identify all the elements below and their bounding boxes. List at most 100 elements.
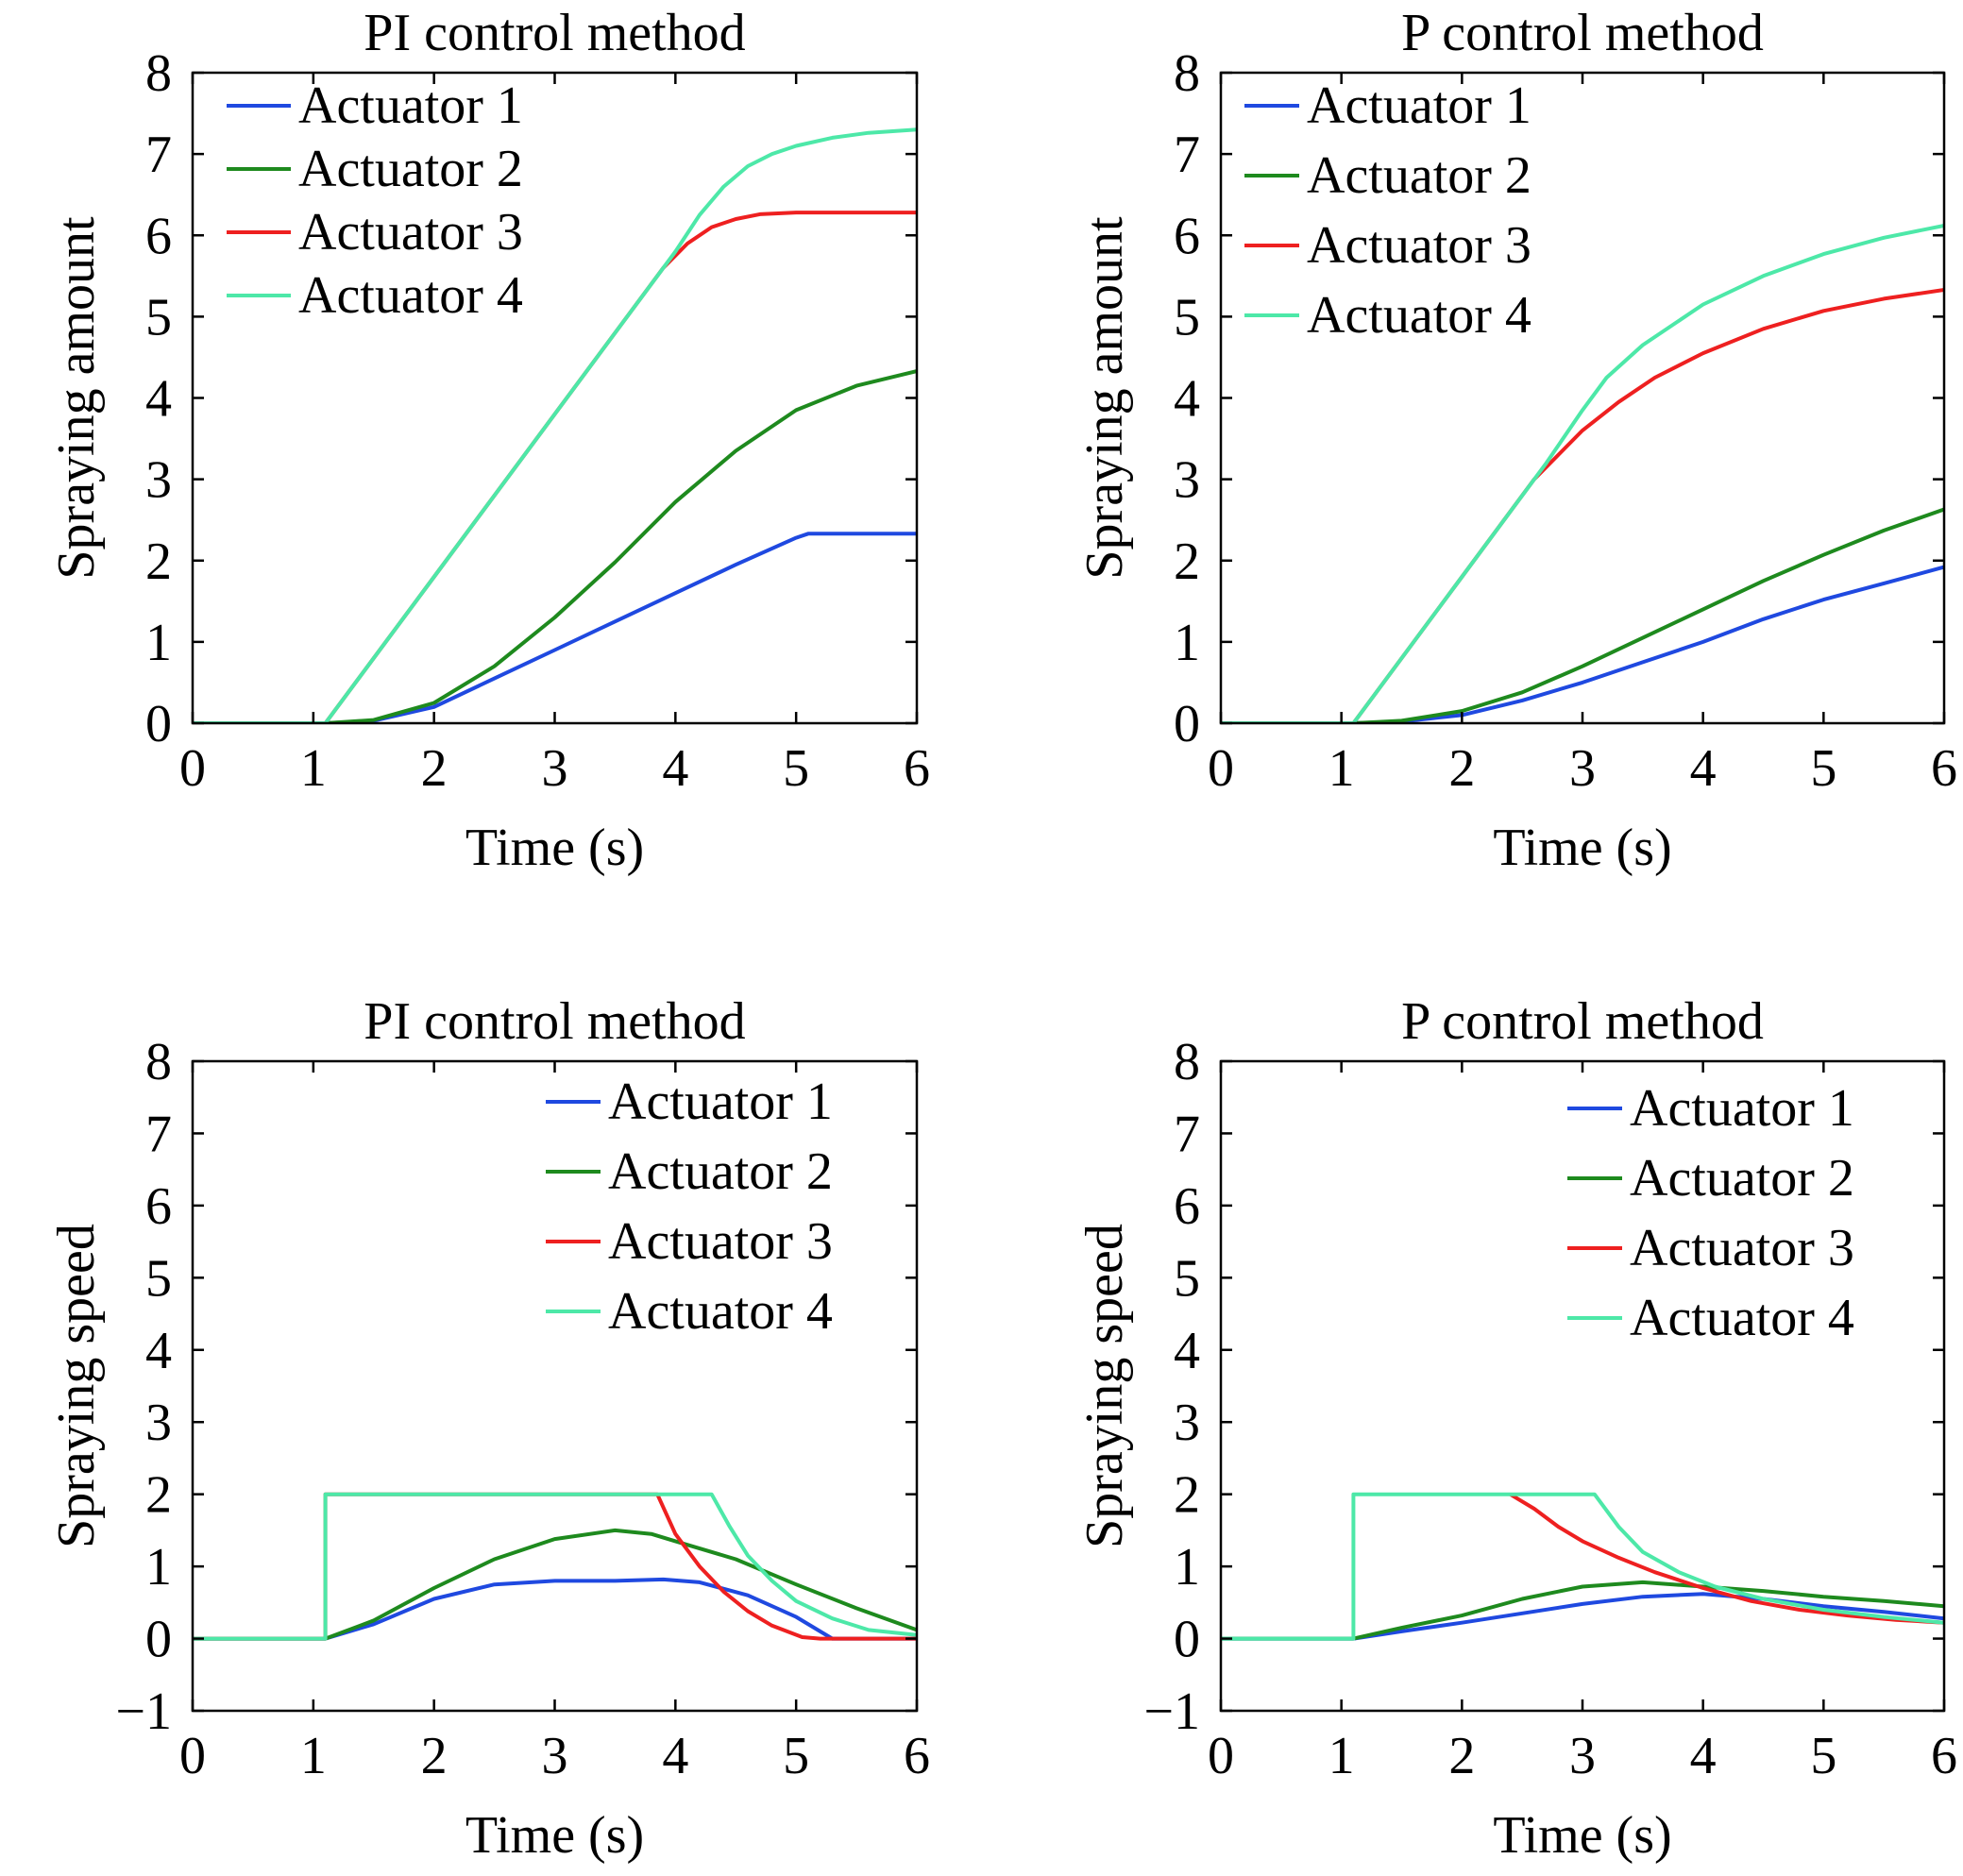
series-line-actuator-4 <box>193 1492 917 1641</box>
x-axis-label: Time (s) <box>1493 1806 1671 1865</box>
x-tick-label: 4 <box>1690 739 1717 798</box>
x-tick-label: 3 <box>1569 1727 1596 1785</box>
y-tick-label: 2 <box>145 1466 172 1525</box>
x-tick-label: 0 <box>1208 1727 1234 1785</box>
chart-panel-1: 0 1 2 3 4 5 6 0 1 2 3 4 5 6 7 8 PI control method Time (s… <box>47 4 930 877</box>
y-tick-label: 7 <box>145 126 172 184</box>
x-tick-label: 2 <box>1448 1727 1475 1785</box>
y-tick-label: 6 <box>1174 207 1200 265</box>
chart-panel-2: 0 1 2 3 4 5 6 0 1 2 3 4 5 6 7 8 P control method Time (s)… <box>1075 4 1957 877</box>
y-tick-label: 2 <box>145 532 172 591</box>
legend-label-actuator-1: Actuator 1 <box>1630 1079 1854 1138</box>
y-tick-label: 0 <box>1174 1611 1200 1669</box>
y-tick-label: 5 <box>145 288 172 346</box>
x-tick-label: 3 <box>542 739 568 798</box>
y-tick-label: 4 <box>145 1322 172 1380</box>
legend-label-actuator-3: Actuator 3 <box>608 1212 833 1271</box>
y-tick-label: −1 <box>115 1682 172 1741</box>
x-tick-label: 6 <box>904 739 930 798</box>
series-line-actuator-4 <box>1221 223 1944 723</box>
x-tick-label: 5 <box>783 739 809 798</box>
legend-label-actuator-2: Actuator 2 <box>1630 1149 1854 1208</box>
y-tick-label: 7 <box>1174 1105 1200 1163</box>
legend-label-actuator-2: Actuator 2 <box>608 1142 833 1201</box>
y-tick-label: 6 <box>145 207 172 265</box>
y-tick-label: 3 <box>145 451 172 510</box>
series-line-actuator-1 <box>193 1577 917 1641</box>
series-line-actuator-4 <box>193 127 917 723</box>
legend-label-actuator-1: Actuator 1 <box>298 76 523 135</box>
y-tick-label: 4 <box>145 370 172 429</box>
legend-label-actuator-3: Actuator 3 <box>298 203 523 262</box>
y-tick-label: 5 <box>145 1249 172 1308</box>
legend-label-actuator-4: Actuator 4 <box>298 266 523 325</box>
y-tick-label: 8 <box>1174 44 1200 103</box>
y-axis-label: Spraying speed <box>47 1224 106 1548</box>
chart-title: PI control method <box>364 4 745 62</box>
y-tick-label: 6 <box>145 1177 172 1236</box>
y-tick-label: 3 <box>1174 1394 1200 1452</box>
x-tick-label: 2 <box>421 1727 448 1785</box>
chart-title: P control method <box>1401 992 1764 1051</box>
series-line-actuator-3 <box>1509 1492 1944 1625</box>
y-tick-label: 1 <box>145 1538 172 1597</box>
x-tick-label: 6 <box>904 1727 930 1785</box>
y-tick-label: 3 <box>1174 451 1200 510</box>
x-axis-label: Time (s) <box>465 819 644 877</box>
y-tick-label: 4 <box>1174 1322 1200 1380</box>
legend-label-actuator-1: Actuator 1 <box>1307 76 1531 135</box>
legend: Actuator 1 Actuator 2 Actuator 3 Actuator 4 <box>1567 1079 1854 1347</box>
x-tick-label: 3 <box>1569 739 1596 798</box>
y-tick-label: 0 <box>1174 695 1200 753</box>
y-tick-label: 8 <box>1174 1033 1200 1091</box>
x-tick-label: 1 <box>1328 1727 1355 1785</box>
chart-title: PI control method <box>364 992 745 1051</box>
y-tick-label: 8 <box>145 1033 172 1091</box>
series-line-actuator-3 <box>193 1492 917 1641</box>
legend-label-actuator-3: Actuator 3 <box>1307 216 1531 275</box>
chart-title: P control method <box>1401 4 1764 62</box>
x-tick-label: 0 <box>1208 739 1234 798</box>
y-tick-label: 1 <box>1174 614 1200 672</box>
y-tick-label: 7 <box>145 1105 172 1163</box>
y-tick-label: 8 <box>145 44 172 103</box>
y-tick-label: 2 <box>1174 1466 1200 1525</box>
legend-label-actuator-2: Actuator 2 <box>1307 146 1531 205</box>
x-tick-label: 4 <box>662 1727 688 1785</box>
series-line-actuator-2 <box>1221 507 1944 723</box>
series-line-actuator-1 <box>193 532 917 723</box>
x-tick-label: 2 <box>1448 739 1475 798</box>
x-tick-label: 1 <box>300 739 327 798</box>
series-line-actuator-3 <box>1221 288 1944 723</box>
series-group <box>193 127 917 723</box>
series-group <box>1221 223 1944 723</box>
legend-label-actuator-4: Actuator 4 <box>1630 1289 1854 1347</box>
x-tick-label: 4 <box>1690 1727 1717 1785</box>
y-tick-label: 2 <box>1174 532 1200 591</box>
y-tick-label: 5 <box>1174 288 1200 346</box>
y-tick-label: 0 <box>145 1611 172 1669</box>
legend-label-actuator-3: Actuator 3 <box>1630 1219 1854 1277</box>
x-tick-label: 4 <box>662 739 688 798</box>
legend: Actuator 1 Actuator 2 Actuator 3 Actuator 4 <box>1244 76 1531 345</box>
series-line-actuator-4 <box>1221 1492 1944 1641</box>
x-tick-label: 6 <box>1931 739 1957 798</box>
y-tick-label: 5 <box>1174 1249 1200 1308</box>
x-tick-label: 5 <box>1810 1727 1836 1785</box>
legend-label-actuator-1: Actuator 1 <box>608 1073 833 1131</box>
y-tick-label: −1 <box>1143 1682 1200 1741</box>
x-tick-label: 0 <box>179 1727 206 1785</box>
y-tick-label: 6 <box>1174 1177 1200 1236</box>
series-line-actuator-1 <box>1221 1592 1944 1641</box>
y-tick-label: 7 <box>1174 126 1200 184</box>
x-tick-label: 2 <box>421 739 448 798</box>
x-tick-label: 6 <box>1931 1727 1957 1785</box>
series-line-actuator-1 <box>1221 565 1944 723</box>
legend-label-actuator-2: Actuator 2 <box>298 140 523 198</box>
legend-label-actuator-4: Actuator 4 <box>1307 286 1531 345</box>
